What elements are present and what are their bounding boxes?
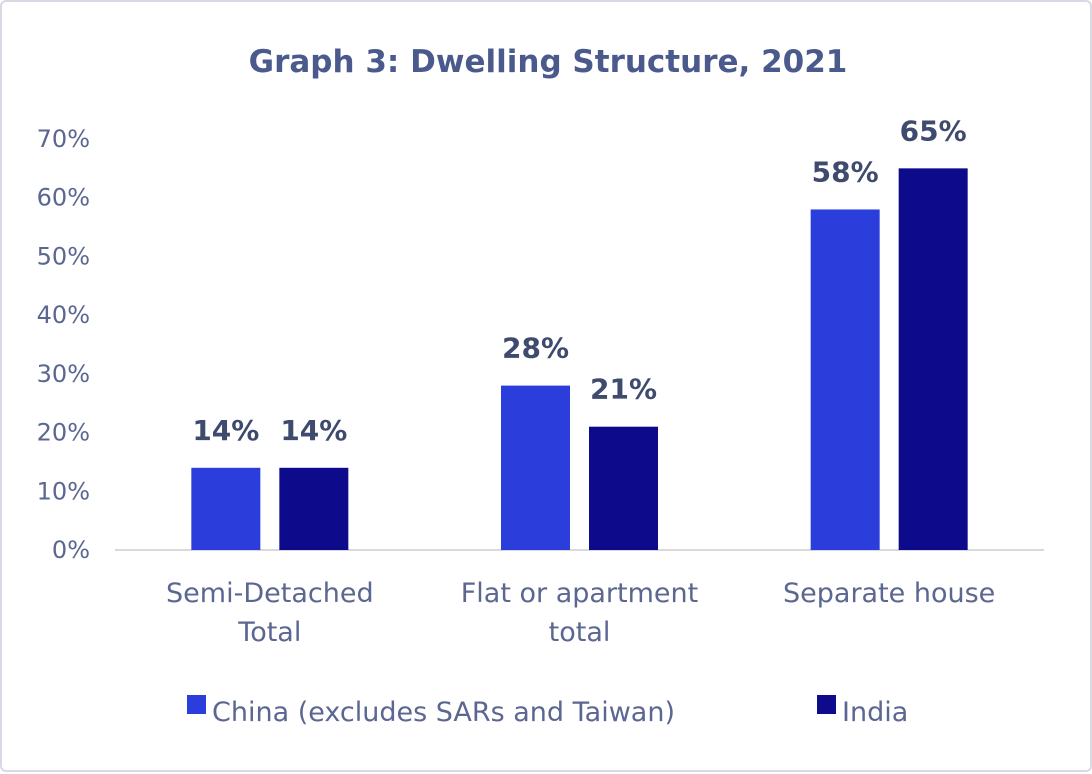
bar bbox=[191, 467, 261, 550]
bar bbox=[501, 385, 570, 550]
category-label: Separate house bbox=[783, 578, 995, 609]
category-label: Total bbox=[237, 617, 301, 648]
data-labels-group: 14% 14% 28% 21% 58% 65% bbox=[192, 114, 966, 446]
chart-title: Graph 3: Dwelling Structure, 2021 bbox=[249, 44, 848, 80]
data-label: 14% bbox=[280, 414, 347, 447]
category-labels: Semi-Detached Total Flat or apartment total… bbox=[166, 578, 995, 648]
category-label: Semi-Detached bbox=[166, 578, 374, 609]
legend-label: India bbox=[842, 697, 908, 728]
data-label: 14% bbox=[192, 414, 259, 447]
y-tick-label: 10% bbox=[37, 477, 90, 505]
data-label: 65% bbox=[900, 114, 967, 147]
y-tick-label: 50% bbox=[37, 242, 90, 270]
data-label: 21% bbox=[590, 373, 657, 406]
bar bbox=[898, 168, 968, 550]
y-axis-ticks: 0% 10% 20% 30% 40% 50% 60% 70% bbox=[37, 125, 90, 564]
y-tick-label: 60% bbox=[37, 184, 90, 212]
bar bbox=[810, 209, 880, 550]
y-tick-label: 40% bbox=[37, 301, 90, 329]
legend-label: China (excludes SARs and Taiwan) bbox=[212, 697, 675, 728]
legend: China (excludes SARs and Taiwan) India bbox=[187, 695, 908, 728]
bars-group bbox=[191, 168, 968, 550]
y-tick-label: 20% bbox=[37, 419, 90, 447]
category-label: total bbox=[549, 617, 611, 648]
bar bbox=[589, 426, 658, 550]
data-label: 58% bbox=[812, 155, 879, 188]
bar bbox=[279, 467, 349, 550]
legend-swatch bbox=[187, 695, 206, 714]
y-tick-label: 70% bbox=[37, 125, 90, 153]
legend-swatch bbox=[817, 695, 836, 714]
y-tick-label: 30% bbox=[37, 360, 90, 388]
category-label: Flat or apartment bbox=[461, 578, 698, 609]
data-label: 28% bbox=[502, 332, 569, 365]
y-tick-label: 0% bbox=[52, 536, 90, 564]
